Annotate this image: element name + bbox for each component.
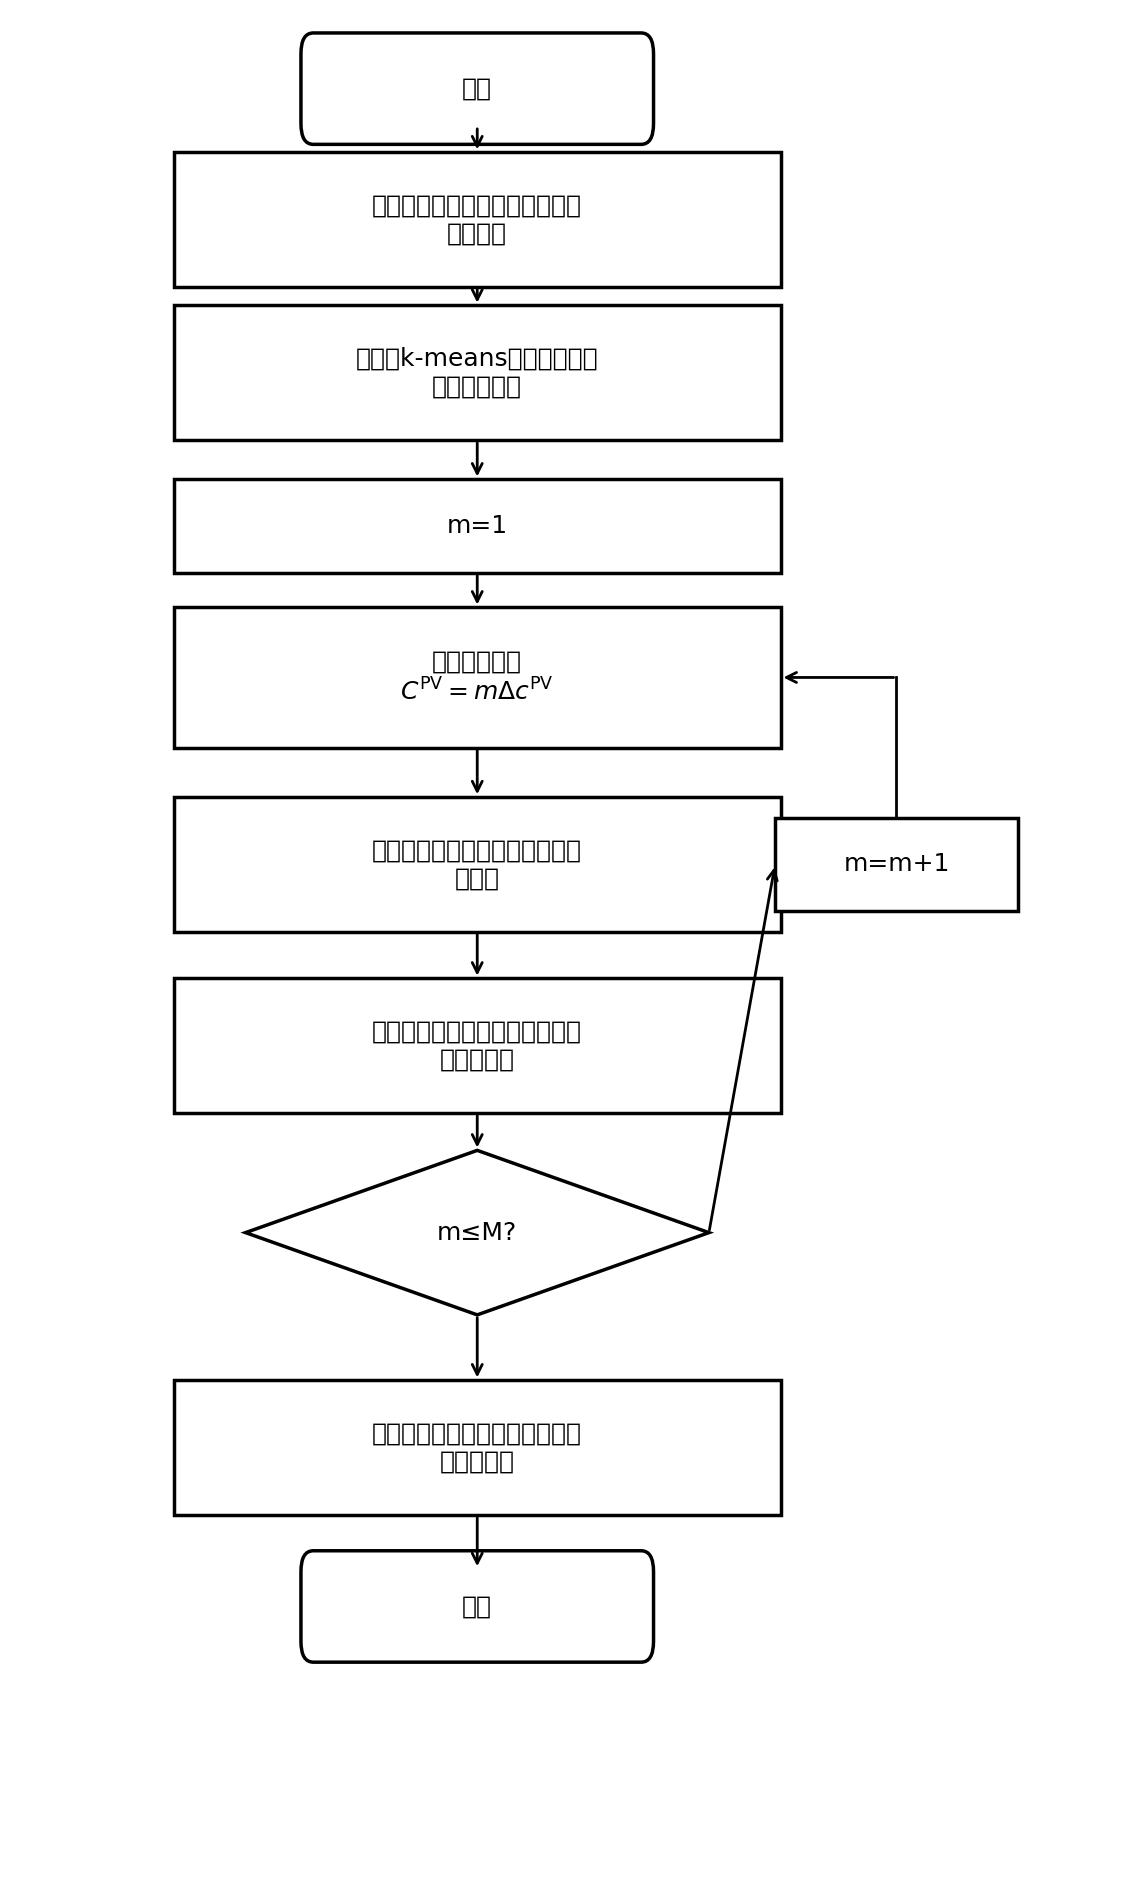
Bar bbox=[174, 797, 780, 931]
Bar bbox=[174, 152, 780, 286]
Text: m≤M?: m≤M? bbox=[437, 1220, 517, 1244]
Text: m=m+1: m=m+1 bbox=[844, 852, 950, 876]
FancyBboxPatch shape bbox=[301, 32, 654, 144]
Text: 结束: 结束 bbox=[463, 1595, 492, 1618]
Text: 建立基k-means的光伏发电出
力的概率模型: 建立基k-means的光伏发电出 力的概率模型 bbox=[356, 347, 598, 398]
Bar bbox=[174, 979, 780, 1114]
Text: 生成系统典型负荷的峰荷曲线和
基荷曲线: 生成系统典型负荷的峰荷曲线和 基荷曲线 bbox=[372, 193, 582, 245]
Text: 计算梯级水光互补发电系统的投
资成本收益: 计算梯级水光互补发电系统的投 资成本收益 bbox=[372, 1021, 582, 1072]
Text: 开始: 开始 bbox=[463, 76, 492, 101]
Bar bbox=[775, 818, 1018, 911]
Text: 计算梯级水光互补发电系统的发
电收益: 计算梯级水光互补发电系统的发 电收益 bbox=[372, 838, 582, 890]
FancyBboxPatch shape bbox=[301, 1550, 654, 1662]
Bar bbox=[174, 305, 780, 440]
Bar bbox=[174, 607, 780, 747]
Text: 光伏装机容量
$C^{\mathrm{PV}}=m\Delta c^{\mathrm{PV}}$: 光伏装机容量 $C^{\mathrm{PV}}=m\Delta c^{\math… bbox=[400, 649, 554, 706]
Bar bbox=[174, 1381, 780, 1516]
Bar bbox=[174, 480, 780, 573]
Text: 净收益最大的光伏装机容量为最
优配置容量: 净收益最大的光伏装机容量为最 优配置容量 bbox=[372, 1421, 582, 1474]
Polygon shape bbox=[245, 1150, 709, 1315]
Text: m=1: m=1 bbox=[447, 514, 508, 539]
